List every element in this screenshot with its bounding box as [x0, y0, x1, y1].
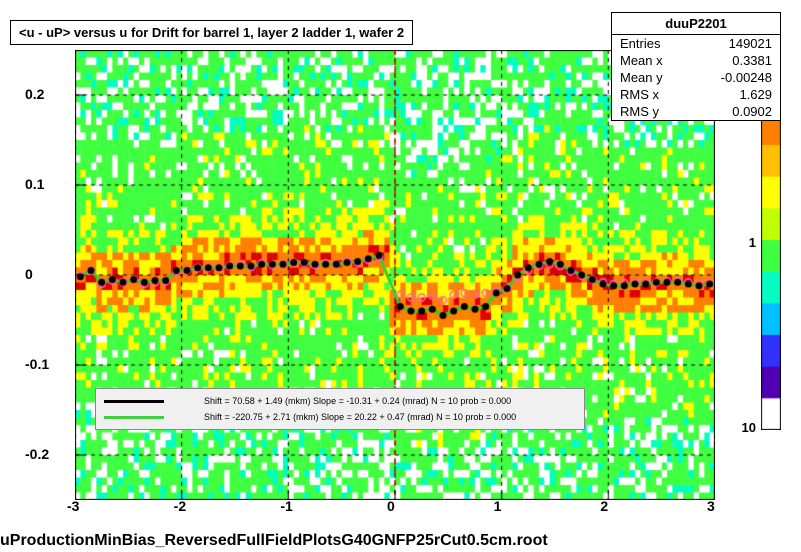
stats-row: Mean x 0.3381 — [612, 52, 780, 69]
filename-text: uProductionMinBias_ReversedFullFieldPlot… — [0, 532, 548, 550]
fit-text: Shift = 70.58 + 1.49 (mkm) Slope = -10.3… — [204, 396, 511, 406]
fit-line-green — [104, 416, 164, 419]
stats-value: 149021 — [729, 36, 772, 51]
stats-label: RMS y — [620, 104, 659, 119]
x-tick-label: -3 — [67, 498, 79, 514]
y-tick-label: 0.1 — [25, 176, 44, 192]
colorbar-tick: 1 — [749, 235, 756, 250]
stats-row: RMS y 0.0902 — [612, 103, 780, 120]
x-tick-label: 2 — [600, 498, 608, 514]
stats-name: duuP2201 — [612, 13, 780, 35]
y-tick-label: 0.2 — [25, 86, 44, 102]
fit-legend: Shift = 70.58 + 1.49 (mkm) Slope = -10.3… — [95, 388, 585, 430]
fit-row: Shift = -220.75 + 2.71 (mkm) Slope = 20.… — [104, 409, 576, 425]
plot-title: <u - uP> versus u for Drift for barrel 1… — [10, 20, 413, 45]
stats-label: Mean y — [620, 70, 663, 85]
y-tick-label: -0.1 — [25, 356, 49, 372]
stats-row: RMS x 1.629 — [612, 86, 780, 103]
fit-text: Shift = -220.75 + 2.71 (mkm) Slope = 20.… — [204, 412, 516, 422]
stats-row: Mean y -0.00248 — [612, 69, 780, 86]
stats-value: 0.0902 — [732, 104, 772, 119]
stats-value: 1.629 — [739, 87, 772, 102]
x-tick-label: 3 — [707, 498, 715, 514]
stats-row: Entries 149021 — [612, 35, 780, 52]
fit-row: Shift = 70.58 + 1.49 (mkm) Slope = -10.3… — [104, 393, 576, 409]
colorbar-tick: 10 — [742, 420, 756, 435]
x-tick-label: 1 — [494, 498, 502, 514]
stats-box: duuP2201 Entries 149021 Mean x 0.3381 Me… — [611, 12, 781, 121]
stats-label: RMS x — [620, 87, 659, 102]
x-tick-label: 0 — [387, 498, 395, 514]
stats-value: -0.00248 — [721, 70, 772, 85]
stats-label: Entries — [620, 36, 660, 51]
y-tick-label: -0.2 — [25, 446, 49, 462]
stats-label: Mean x — [620, 53, 663, 68]
fit-line-black — [104, 400, 164, 403]
x-tick-label: -2 — [174, 498, 186, 514]
y-tick-label: 0 — [25, 266, 33, 282]
stats-value: 0.3381 — [732, 53, 772, 68]
x-tick-label: -1 — [280, 498, 292, 514]
